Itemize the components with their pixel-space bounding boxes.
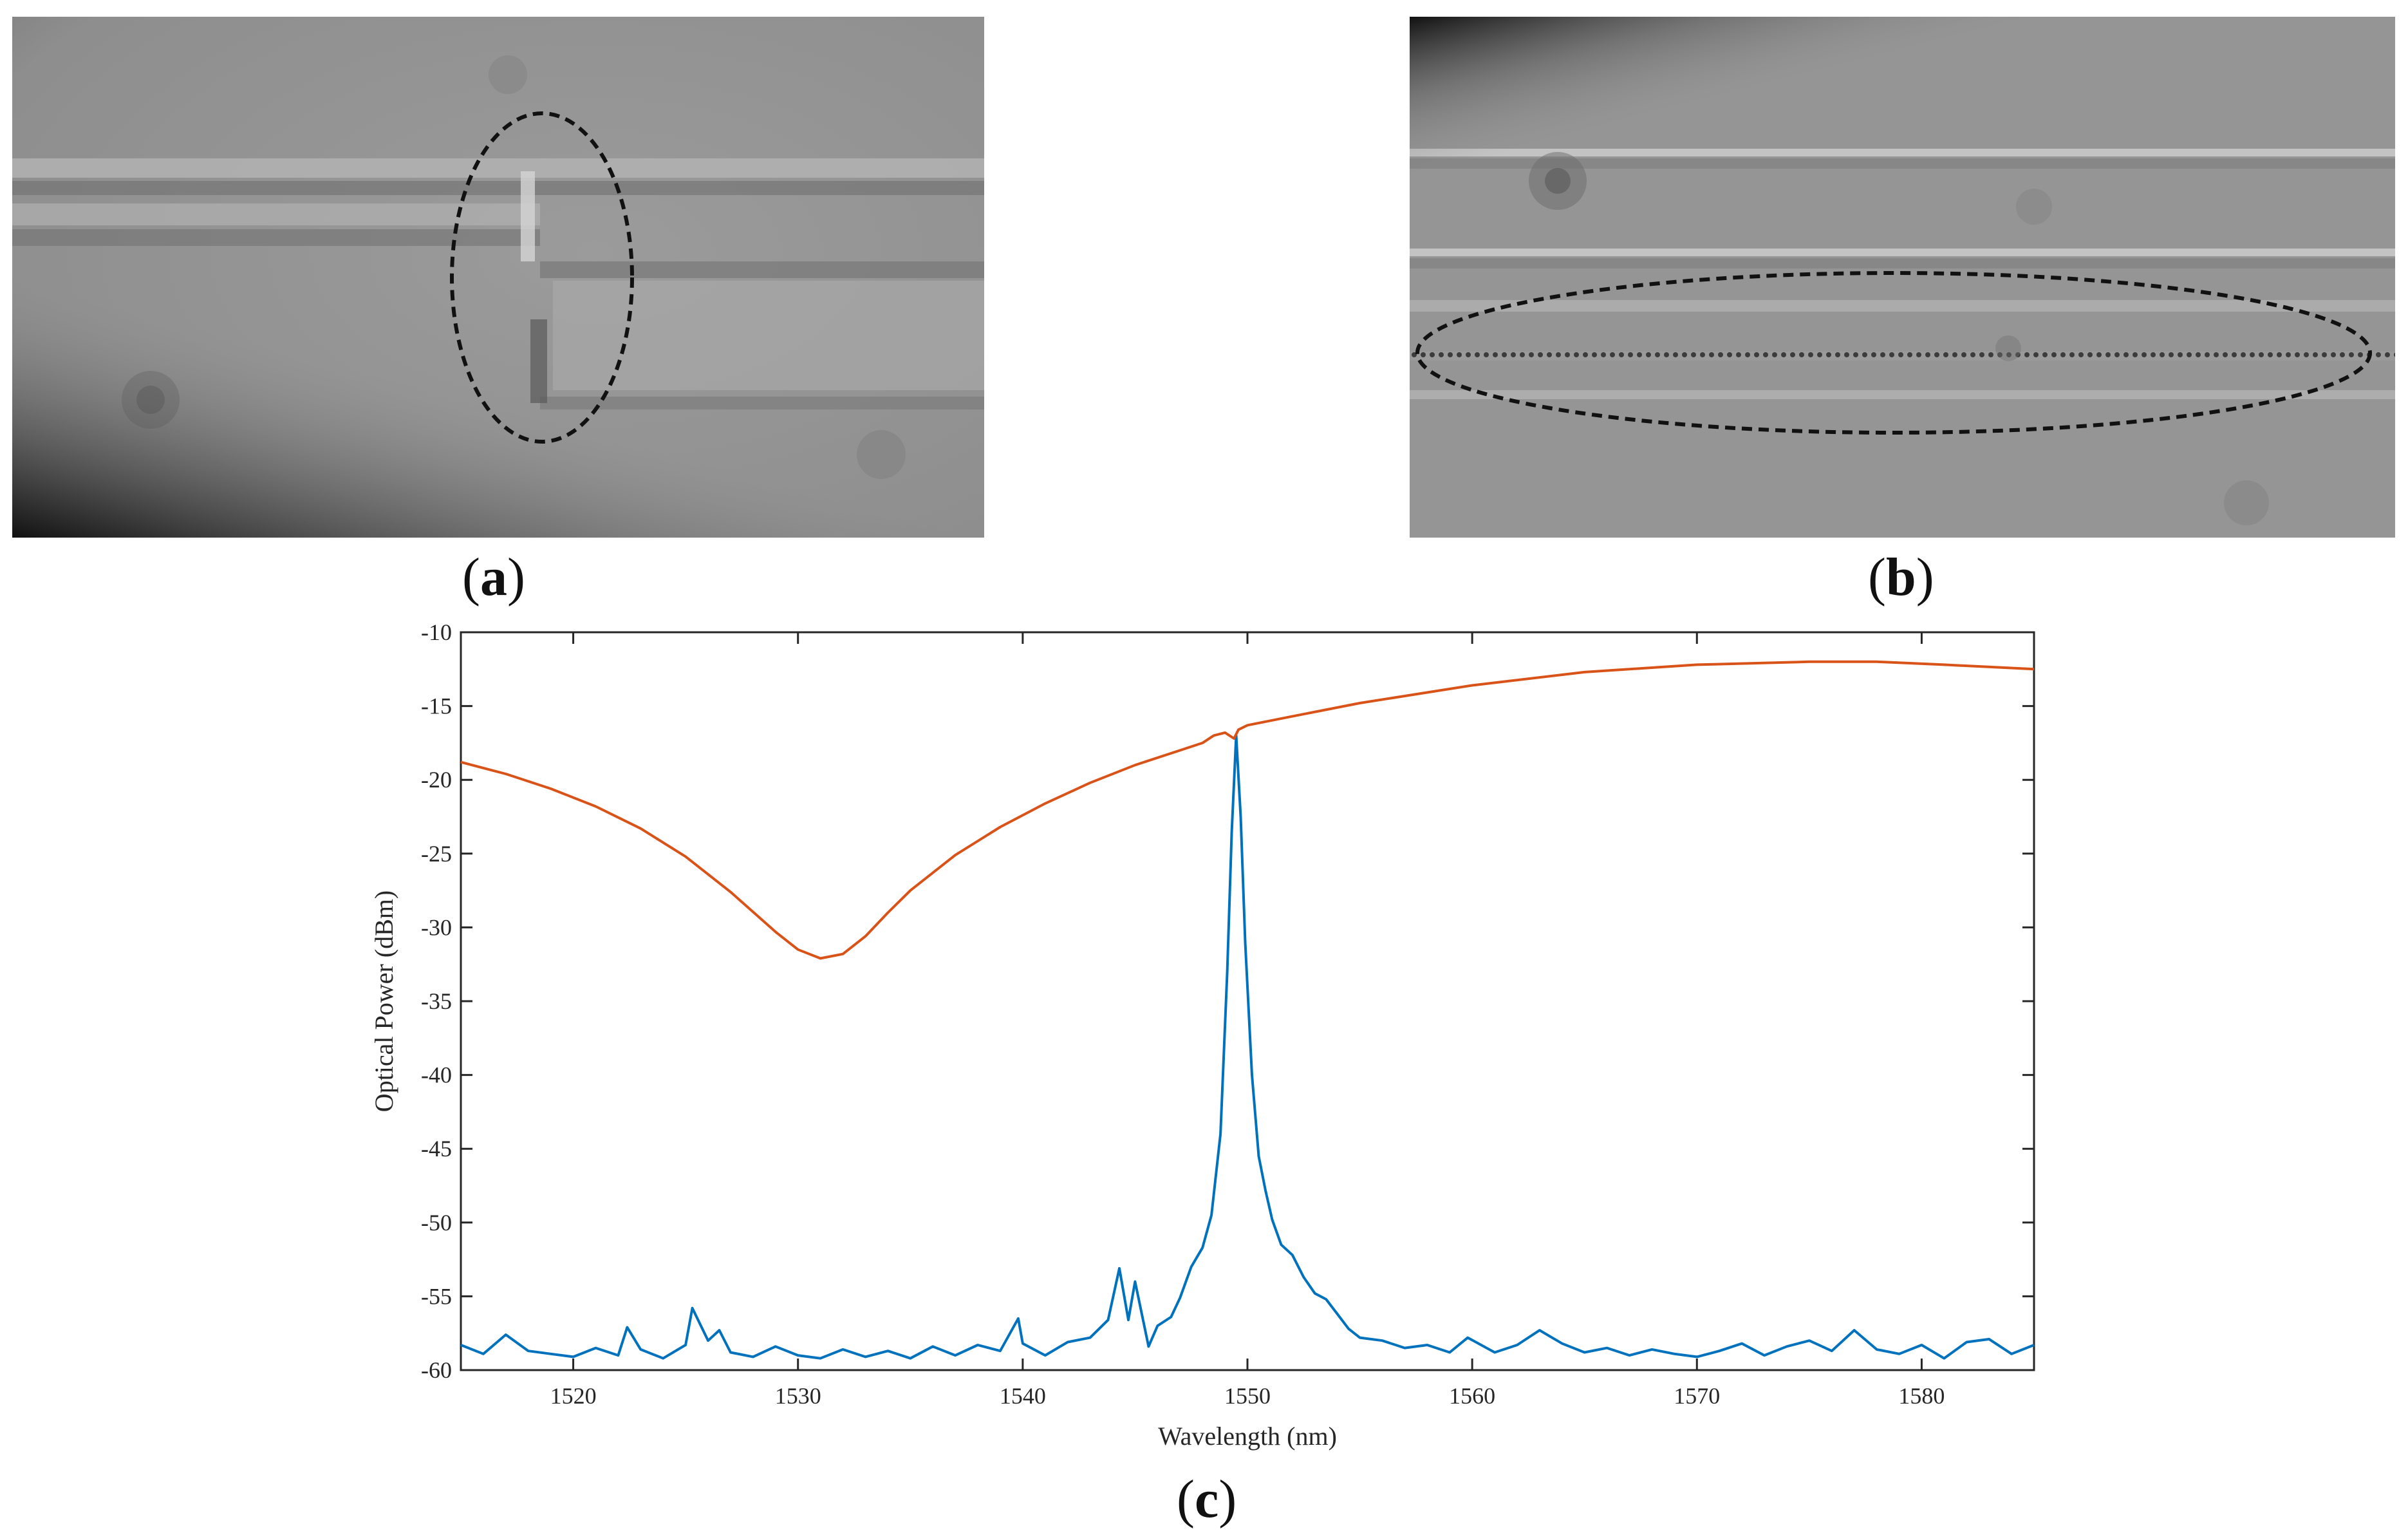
y-tick-label: -35: [421, 988, 452, 1014]
micrograph-panel-a: [12, 17, 984, 538]
x-tick-label: 1520: [550, 1383, 597, 1409]
y-tick-label: -10: [421, 619, 452, 645]
series-layer: [460, 660, 2035, 1360]
y-tick-label: -30: [421, 914, 452, 940]
x-tick-label: 1560: [1449, 1383, 1495, 1409]
y-tick-label: -25: [421, 841, 452, 867]
panel-label-a: (a): [462, 547, 525, 607]
y-tick-label: -20: [421, 767, 452, 793]
x-axis-ticks: 1520 1530 1540 1550 1560 1570 1580: [550, 632, 1945, 1409]
micrograph-panel-b: [1410, 17, 2395, 538]
y-tick-label: -60: [421, 1357, 452, 1383]
x-tick-label: 1580: [1898, 1383, 1945, 1409]
x-tick-label: 1540: [1000, 1383, 1046, 1409]
panel-label-c: (c): [1177, 1469, 1237, 1529]
x-tick-label: 1530: [775, 1383, 821, 1409]
y-axis-ticks: -10 -15 -20 -25 -30 -35 -40 -45 -50 -55 -60: [421, 619, 2034, 1383]
panel-label-b: (b): [1868, 547, 1934, 607]
y-tick-label: -55: [421, 1283, 452, 1309]
plot-area-frame: [460, 631, 2035, 1371]
y-tick-label: -45: [421, 1136, 452, 1162]
y-tick-label: -40: [421, 1062, 452, 1088]
y-tick-label: -15: [421, 693, 452, 719]
x-tick-label: 1570: [1674, 1383, 1720, 1409]
x-axis-title: Wavelength (nm): [1158, 1422, 1337, 1451]
y-tick-label: -50: [421, 1210, 452, 1236]
x-tick-label: 1550: [1224, 1383, 1271, 1409]
transmission-spectrum-line: [460, 660, 2035, 960]
laser-spectrum-line: [460, 734, 2035, 1360]
y-axis-title: Optical Power (dBm): [369, 890, 398, 1112]
